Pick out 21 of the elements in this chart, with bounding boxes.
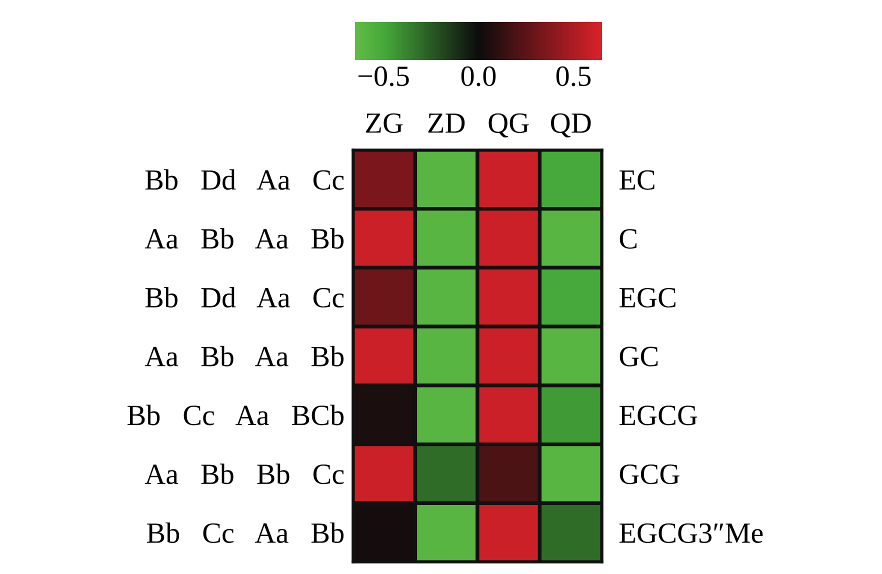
x-tick-label: QG <box>488 113 529 138</box>
y2-tick-label: EC <box>620 170 654 190</box>
y2-tick-label: EGCG3″Me <box>620 523 763 543</box>
y-tick-label: Aa Bb Aa Bb <box>144 228 344 249</box>
x-tick-label: ZD <box>428 114 465 133</box>
y2-tick-label: GC <box>620 346 658 366</box>
y-tick-label: Aa Bb Aa Bb <box>144 346 344 366</box>
y-tick-label: Aa Bb Bb Cc <box>144 464 344 484</box>
color-bar-label: 0.0 <box>461 66 496 86</box>
y-tick-label: Bb Cc Aa Bb <box>146 522 344 543</box>
y-tick-label: Bb Cc Aa BCb <box>128 404 344 426</box>
y2-tick-label: C <box>620 229 637 249</box>
x-tick-label: QD <box>551 113 591 138</box>
y2-tick-label: GCG <box>620 464 680 484</box>
y2-tick-label: EGC <box>620 288 676 308</box>
color-bar-label: −0.5 <box>358 66 409 86</box>
y-tick-label: Bb Dd Aa Cc <box>145 169 344 190</box>
x-tick-label: ZG <box>366 113 403 133</box>
color-bar-label: 0.5 <box>556 66 591 86</box>
y-tick-label: Bb Dd Aa Cc <box>145 287 344 308</box>
y2-tick-label: EGCG <box>620 406 698 426</box>
